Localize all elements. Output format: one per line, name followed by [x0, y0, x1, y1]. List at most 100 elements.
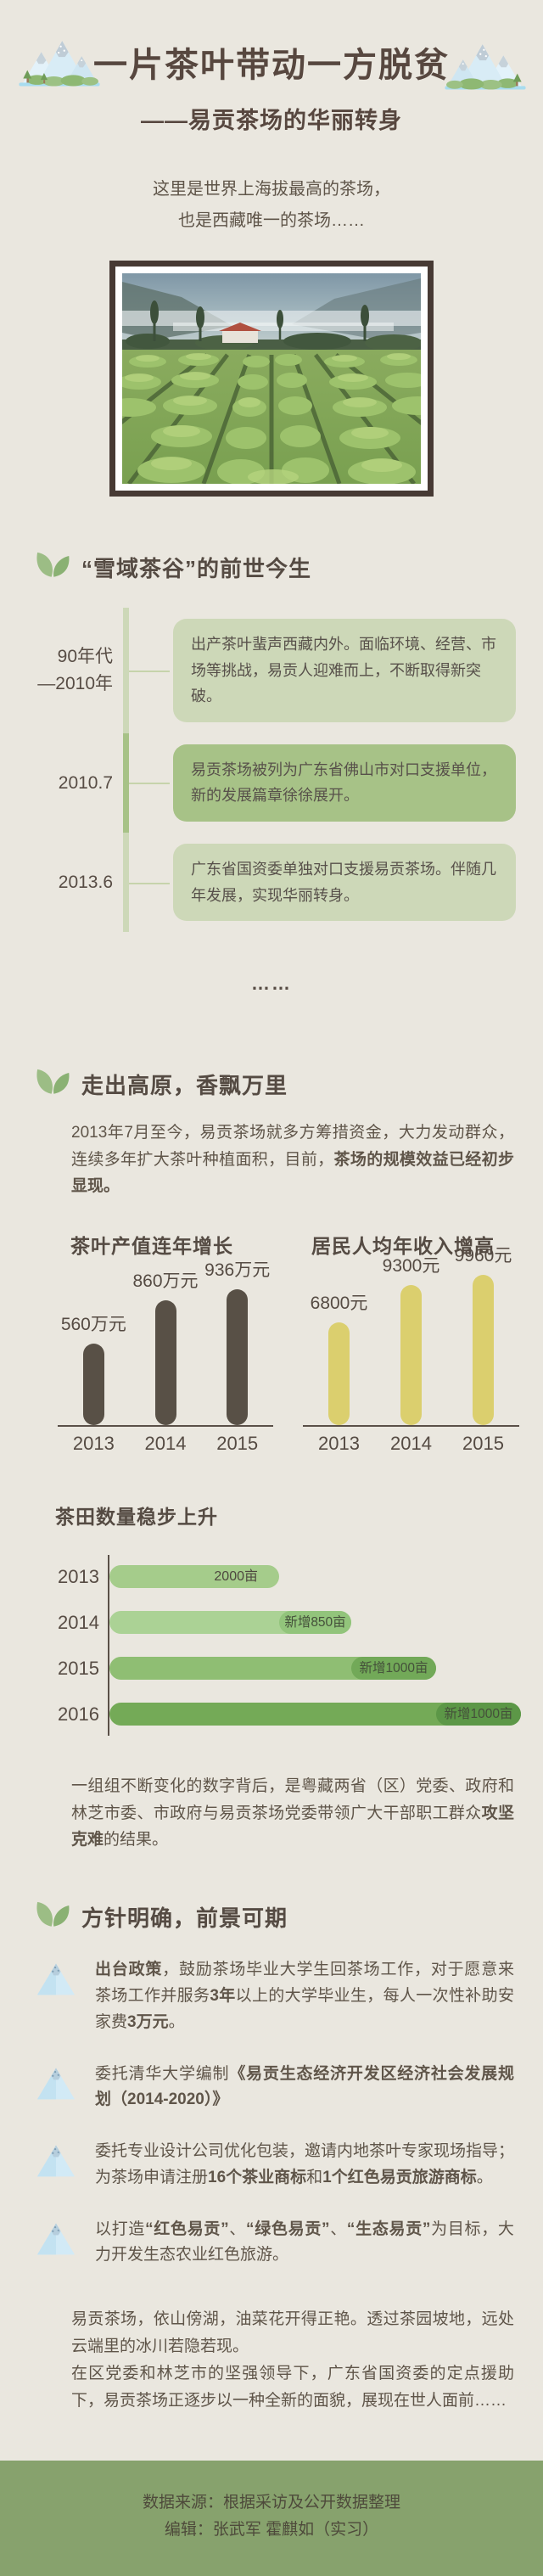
intro-text: 这里是世界上海拔最高的茶场， 也是西藏唯一的茶场…… — [0, 174, 543, 237]
chart-plot-area: 560万元 860万元 936万元 — [58, 1259, 273, 1426]
bar: 新增1000亩 — [109, 1657, 436, 1681]
bar-value-label: 新增850亩 — [284, 1615, 346, 1630]
bullet-item: 以打造“红色易贡”、“绿色易贡”、“生态易贡”为目标，大力开发生态农业红色旅游。 — [34, 2217, 514, 2270]
bullet-list: 出台政策，鼓励茶场毕业大学生回茶场工作，对于愿意来茶场工作并服务3年以上的大学毕… — [0, 1957, 543, 2269]
tea-leaf-sprout-icon — [34, 1066, 71, 1103]
tea-leaf-sprout-icon — [34, 1899, 71, 1935]
bar-value-label: 9300元 — [382, 1256, 440, 1277]
bar-column: 860万元 — [130, 1267, 202, 1426]
timeline-item: 90年代 —2010年 出产茶叶蜚声西藏内外。面临环境、经营、市场等挑战，易贡人… — [0, 608, 543, 733]
bar-row: 2016 新增1000亩 — [55, 1703, 543, 1726]
tea-output-chart: 茶叶产值连年增长 560万元 860万元 936万元 2013 2014 2015 — [0, 1230, 273, 1455]
chart-x-axis: 2013 2014 2015 — [58, 1433, 273, 1455]
bar-value-label: 9960元 — [454, 1246, 512, 1266]
charts-row: 茶叶产值连年增长 560万元 860万元 936万元 2013 2014 2015 居民… — [0, 1230, 543, 1455]
x-tick-label: 2014 — [390, 1433, 432, 1455]
bullet-item: 委托清华大学编制《易贡生态经济开发区经济社会发展规划（2014-2020）》 — [34, 2062, 514, 2114]
editors: 编辑：张武军 霍麒如（实习） — [164, 2521, 379, 2540]
chart-x-axis: 2013 2014 2015 — [303, 1433, 519, 1455]
period-line: 90年代 — [57, 647, 113, 667]
page-subtitle: ——易贡茶场的华丽转身 — [141, 108, 402, 133]
chart-title: 茶叶产值连年增长 — [70, 1235, 233, 1258]
bullet-text: 委托专业设计公司优化包装，邀请内地茶叶专家现场指导；为茶场申请注册16个茶业商标… — [95, 2142, 515, 2186]
bar-added-segment: 新增850亩 — [279, 1611, 351, 1635]
timeline-card: 易贡茶场被列为广东省佛山市对口支援单位，新的发展篇章徐徐展开。 — [173, 744, 516, 822]
bar-value-label: 2000亩 — [214, 1569, 258, 1585]
y-tick-label: 2014 — [58, 1611, 99, 1633]
bullet-text: 以打造“红色易贡”、“绿色易贡”、“生态易贡”为目标，大力开发生态农业红色旅游。 — [95, 2220, 514, 2265]
bar-value-label: 6800元 — [310, 1294, 368, 1314]
y-tick-label: 2016 — [58, 1703, 99, 1725]
bar — [154, 1300, 176, 1426]
intro-line: 这里是世界上海拔最高的茶场， — [153, 180, 390, 199]
data-source: 数据来源：根据采访及公开数据整理 — [142, 2493, 400, 2511]
bar-value-label: 新增1000亩 — [359, 1661, 428, 1676]
y-tick-label: 2015 — [58, 1657, 99, 1679]
section1-title: “雪域茶谷”的前世今生 — [81, 556, 312, 581]
bullet-text: 出台政策，鼓励茶场毕业大学生回茶场工作，对于愿意来茶场工作并服务3年以上的大学毕… — [95, 1961, 514, 2031]
timeline-connector — [129, 882, 170, 884]
bar-column: 9960元 — [447, 1242, 519, 1426]
x-tick-label: 2015 — [216, 1433, 259, 1455]
blue-mountain-icon — [34, 2063, 81, 2114]
bar — [82, 1344, 104, 1426]
bar-added-segment: 新增1000亩 — [436, 1703, 521, 1726]
section2-paragraph2: 一组组不断变化的数字背后，是粤藏两省（区）党委、政府和林芝市委、市政府与易贡茶场… — [71, 1777, 514, 1849]
tea-farm-photo — [109, 261, 434, 497]
bullet-item: 委托专业设计公司优化包装，邀请内地茶叶专家现场指导；为茶场申请注册16个茶业商标… — [34, 2139, 514, 2192]
timeline-period: 2013.6 — [0, 869, 126, 896]
intro-line: 也是西藏唯一的茶场…… — [178, 211, 365, 230]
timeline-axis-segment — [123, 608, 129, 733]
outro-paragraph: 在区党委和林芝市的坚强领导下，广东省国资委的定点援助下，易贡茶场正逐步以一种全新… — [71, 2364, 514, 2410]
bar-column: 560万元 — [58, 1310, 130, 1426]
bar — [328, 1322, 350, 1426]
bar-row: 2014 新增850亩 — [55, 1611, 543, 1635]
bar-row: 2013 2000亩 — [55, 1565, 543, 1589]
timeline-axis-segment — [123, 832, 129, 933]
bar: 新增850亩 — [109, 1611, 351, 1635]
blue-mountain-icon — [34, 2141, 81, 2192]
chart-title: 居民人均年收入增高 — [311, 1235, 495, 1258]
outro-paragraph: 易贡茶场，依山傍湖，油菜花开得正艳。透过茶园坡地，远处云端里的冰川若隐若现。 — [71, 2310, 514, 2356]
section2-title: 走出高原，香飘万里 — [81, 1073, 288, 1099]
bar-value-label: 936万元 — [204, 1260, 271, 1281]
bar: 新增1000亩 — [109, 1703, 521, 1726]
blue-mountain-icon — [34, 1959, 81, 2035]
section3-title: 方针明确，前景可期 — [81, 1905, 288, 1932]
bar — [227, 1289, 249, 1426]
chart-baseline — [303, 1425, 519, 1428]
timeline-item: 2013.6 广东省国资委单独对口支援易贡茶场。伴随几年发展，实现华丽转身。 — [0, 832, 543, 933]
footer: 数据来源：根据采访及公开数据整理 编辑：张武军 霍麒如（实习） — [0, 2460, 543, 2576]
bar-column: 9300元 — [375, 1252, 447, 1426]
timeline-card: 广东省国资委单独对口支援易贡茶场。伴随几年发展，实现华丽转身。 — [173, 843, 516, 922]
section1-heading: “雪域茶谷”的前世今生 — [34, 549, 543, 586]
bar-value-label: 860万元 — [132, 1271, 199, 1292]
snow-mountain-icon — [443, 37, 528, 96]
bullet-text: 委托清华大学编制《易贡生态经济开发区经济社会发展规划（2014-2020）》 — [95, 2064, 514, 2109]
x-tick-label: 2013 — [72, 1433, 115, 1455]
section2-heading: 走出高原，香飘万里 — [34, 1066, 543, 1103]
bar-added-segment: 新增1000亩 — [351, 1657, 436, 1681]
x-tick-label: 2013 — [318, 1433, 360, 1455]
bullet-item: 出台政策，鼓励茶场毕业大学生回茶场工作，对于愿意来茶场工作并服务3年以上的大学毕… — [34, 1957, 514, 2035]
timeline-period: 2010.7 — [0, 770, 126, 797]
snow-mountain-icon — [17, 34, 102, 93]
header: 一片茶叶带动一方脱贫 ——易贡茶场的华丽转身 — [0, 0, 543, 135]
timeline: 90年代 —2010年 出产茶叶蜚声西藏内外。面临环境、经营、市场等挑战，易贡人… — [0, 608, 543, 933]
bar-column: 6800元 — [303, 1289, 375, 1426]
y-tick-label: 2013 — [58, 1565, 99, 1587]
period-line: —2010年 — [37, 673, 113, 693]
period-line: 2010.7 — [58, 772, 113, 793]
timeline-card: 出产茶叶蜚声西藏内外。面临环境、经营、市场等挑战，易贡人迎难而上，不断取得新突破… — [173, 619, 516, 722]
timeline-axis-segment — [123, 732, 129, 833]
chart-title: 茶田数量稳步上升 — [55, 1506, 218, 1529]
timeline-period: 90年代 —2010年 — [0, 643, 126, 697]
bar — [473, 1275, 494, 1426]
section3-heading: 方针明确，前景可期 — [34, 1899, 543, 1935]
x-tick-label: 2014 — [144, 1433, 187, 1455]
income-chart: 居民人均年收入增高 6800元 9300元 9960元 2013 2014 2015 — [273, 1230, 543, 1455]
tea-field-chart: 茶田数量稳步上升 2013 2000亩 2014 新增850亩 2015 新增1000亩 2… — [55, 1501, 543, 1737]
bar-row: 2015 新增1000亩 — [55, 1657, 543, 1681]
bar: 2000亩 — [109, 1565, 279, 1589]
